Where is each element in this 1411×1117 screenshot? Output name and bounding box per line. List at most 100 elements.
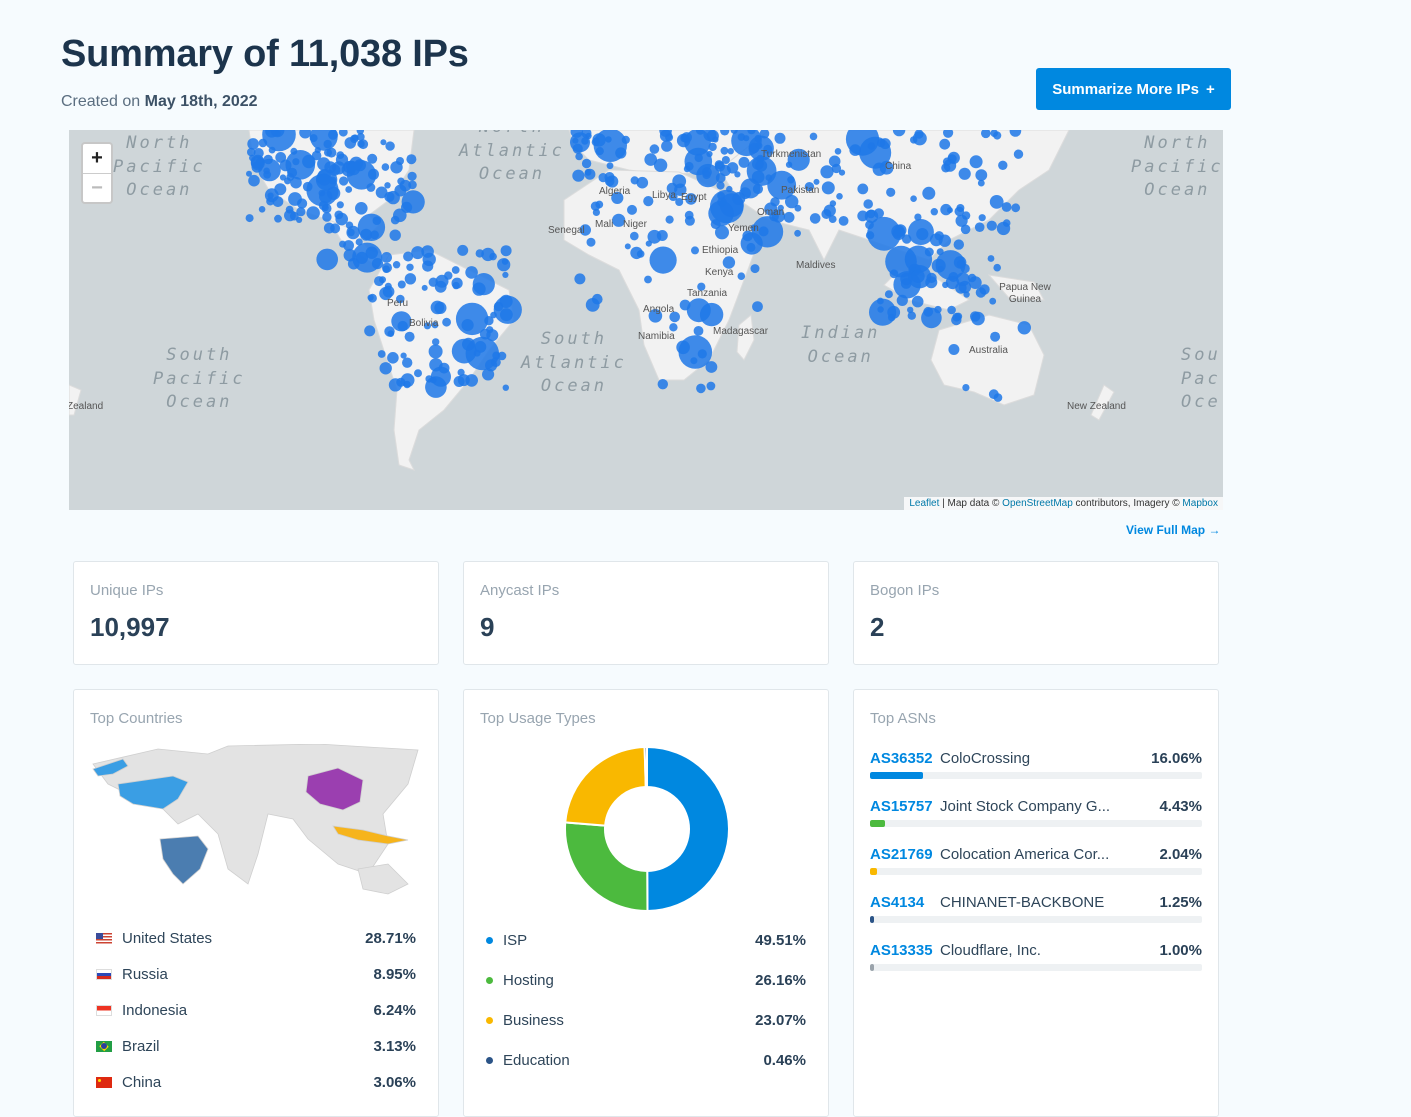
- ip-location-dot[interactable]: [432, 338, 440, 346]
- ip-location-dot[interactable]: [414, 369, 422, 378]
- ip-location-dot[interactable]: [492, 351, 501, 360]
- ip-location-dot[interactable]: [813, 178, 820, 185]
- ip-location-dot[interactable]: [382, 285, 395, 298]
- ip-location-dot[interactable]: [402, 357, 413, 368]
- ip-location-dot[interactable]: [296, 216, 303, 223]
- ip-location-dot[interactable]: [574, 273, 586, 285]
- ip-location-dot[interactable]: [849, 144, 861, 156]
- ip-location-dot[interactable]: [738, 156, 750, 168]
- ip-location-dot[interactable]: [1011, 203, 1021, 213]
- ip-location-dot[interactable]: [787, 148, 810, 171]
- ip-location-dot[interactable]: [500, 308, 513, 322]
- ip-location-dot[interactable]: [284, 209, 296, 222]
- ip-location-dot[interactable]: [388, 378, 402, 392]
- ip-location-dot[interactable]: [929, 233, 943, 247]
- ip-location-dot[interactable]: [680, 134, 689, 143]
- ip-location-dot[interactable]: [722, 256, 736, 269]
- ip-location-dot[interactable]: [375, 186, 388, 199]
- ip-location-dot[interactable]: [989, 195, 1004, 209]
- ip-location-dot[interactable]: [794, 204, 802, 212]
- ip-location-dot[interactable]: [717, 192, 725, 200]
- ip-location-dot[interactable]: [593, 130, 627, 162]
- ip-location-dot[interactable]: [339, 176, 349, 186]
- ip-location-dot[interactable]: [726, 162, 739, 174]
- ip-location-dot[interactable]: [343, 240, 354, 251]
- ip-location-dot[interactable]: [877, 297, 884, 305]
- ip-location-dot[interactable]: [380, 139, 387, 146]
- ip-location-dot[interactable]: [265, 130, 279, 138]
- ip-location-dot[interactable]: [407, 171, 417, 181]
- osm-link[interactable]: OpenStreetMap: [1002, 498, 1073, 509]
- ip-location-dot[interactable]: [981, 130, 991, 139]
- ip-location-dot[interactable]: [306, 206, 320, 220]
- ip-location-dot[interactable]: [453, 376, 465, 387]
- ip-location-dot[interactable]: [322, 212, 332, 222]
- ip-location-dot[interactable]: [423, 322, 431, 330]
- ip-location-dot[interactable]: [962, 384, 970, 392]
- ip-location-dot[interactable]: [384, 282, 392, 290]
- ip-location-dot[interactable]: [1013, 149, 1024, 159]
- ip-location-dot[interactable]: [706, 381, 716, 391]
- ip-location-dot[interactable]: [636, 176, 649, 189]
- ip-location-dot[interactable]: [958, 167, 971, 180]
- ip-location-dot[interactable]: [809, 213, 821, 224]
- ip-location-dot[interactable]: [263, 167, 270, 175]
- ip-location-dot[interactable]: [457, 244, 469, 256]
- ip-location-dot[interactable]: [863, 199, 873, 209]
- ip-location-dot[interactable]: [989, 297, 997, 305]
- ip-location-dot[interactable]: [336, 201, 344, 209]
- ip-location-dot[interactable]: [653, 158, 668, 172]
- ip-location-dot[interactable]: [661, 140, 673, 152]
- donut-slice-isp[interactable]: [646, 745, 730, 913]
- ip-location-dot[interactable]: [624, 243, 631, 250]
- ip-location-dot[interactable]: [644, 275, 652, 284]
- ip-world-map[interactable]: North Pacific Ocean North Atlantic Ocean…: [69, 130, 1223, 510]
- ip-location-dot[interactable]: [859, 136, 892, 169]
- ip-location-dot[interactable]: [809, 132, 818, 141]
- ip-location-dot[interactable]: [258, 138, 268, 148]
- ip-location-dot[interactable]: [355, 238, 363, 246]
- ip-location-dot[interactable]: [774, 132, 786, 144]
- summarize-more-ips-button[interactable]: Summarize More IPs +: [1036, 68, 1231, 110]
- ip-location-dot[interactable]: [481, 247, 495, 262]
- ip-location-dot[interactable]: [884, 290, 893, 299]
- ip-location-dot[interactable]: [345, 186, 353, 193]
- ip-location-dot[interactable]: [900, 278, 912, 289]
- ip-location-dot[interactable]: [381, 252, 392, 263]
- ip-location-dot[interactable]: [943, 130, 954, 138]
- ip-location-dot[interactable]: [1001, 202, 1012, 212]
- ip-location-dot[interactable]: [649, 246, 677, 274]
- ip-location-dot[interactable]: [828, 155, 841, 168]
- ip-location-dot[interactable]: [311, 150, 322, 161]
- ip-location-dot[interactable]: [491, 357, 501, 367]
- ip-location-dot[interactable]: [347, 228, 355, 237]
- ip-location-dot[interactable]: [656, 230, 668, 241]
- ip-location-dot[interactable]: [665, 215, 674, 224]
- ip-location-dot[interactable]: [318, 189, 326, 197]
- ip-location-dot[interactable]: [942, 281, 949, 289]
- ip-location-dot[interactable]: [720, 130, 730, 136]
- ip-location-dot[interactable]: [299, 130, 312, 139]
- ip-location-dot[interactable]: [727, 148, 734, 155]
- ip-location-dot[interactable]: [942, 157, 952, 166]
- ip-location-dot[interactable]: [644, 153, 657, 166]
- ip-location-dot[interactable]: [1017, 321, 1031, 335]
- ip-location-dot[interactable]: [828, 215, 837, 223]
- ip-location-dot[interactable]: [406, 154, 417, 165]
- ip-location-dot[interactable]: [486, 329, 499, 342]
- ip-location-dot[interactable]: [1009, 130, 1022, 137]
- ip-location-dot[interactable]: [896, 294, 908, 306]
- ip-location-dot[interactable]: [246, 170, 252, 177]
- ip-location-dot[interactable]: [403, 380, 411, 389]
- ip-location-dot[interactable]: [606, 162, 614, 170]
- ip-location-dot[interactable]: [703, 130, 717, 142]
- ip-location-dot[interactable]: [643, 196, 654, 207]
- ip-location-dot[interactable]: [767, 170, 797, 200]
- ip-location-dot[interactable]: [581, 158, 592, 169]
- ip-location-dot[interactable]: [702, 170, 711, 180]
- ip-location-dot[interactable]: [344, 137, 357, 149]
- ip-location-dot[interactable]: [914, 213, 922, 221]
- ip-location-dot[interactable]: [970, 311, 981, 322]
- ip-location-dot[interactable]: [387, 352, 399, 364]
- ip-location-dot[interactable]: [465, 336, 499, 371]
